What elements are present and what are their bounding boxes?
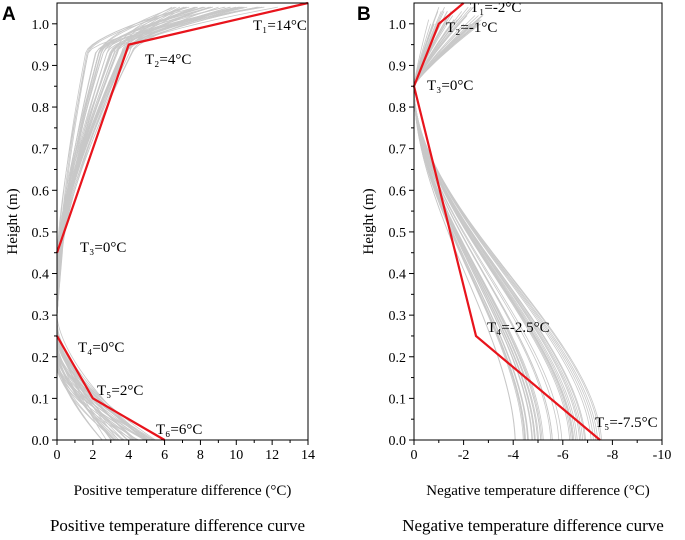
- measured-curve: [56, 6, 225, 316]
- annotation-label: T₃=0°C: [80, 240, 126, 256]
- y-tick-label: 0.4: [32, 268, 50, 283]
- measured-curve: [56, 333, 137, 441]
- measured-curve: [56, 367, 139, 441]
- measured-curve: [413, 6, 536, 441]
- measured-curve: [56, 6, 230, 316]
- background-curves: [56, 6, 278, 441]
- design-curve-1: [412, 2, 601, 441]
- measured-curve: [413, 11, 536, 441]
- measured-curve: [56, 6, 177, 316]
- measured-curve: [413, 11, 573, 441]
- y-tick-label: 0.2: [389, 351, 407, 366]
- measured-curve: [413, 6, 533, 441]
- y-tick-label: 0.9: [389, 59, 407, 74]
- measured-curve: [56, 342, 113, 441]
- annotation-label: T₁=-2°C: [470, 0, 521, 16]
- x-tick-label: 6: [161, 448, 168, 463]
- y-tick-label: 0.6: [389, 184, 407, 199]
- x-tick-label: 10: [229, 448, 243, 463]
- x-tick-label: -6: [557, 448, 569, 463]
- y-tick-label: 0.0: [389, 434, 407, 449]
- y-tick-label: 0.6: [32, 184, 50, 199]
- x-axis-label: Positive temperature difference (°C): [74, 483, 292, 499]
- panel-caption: Negative temperature difference curve: [402, 516, 664, 535]
- annotation-label: T₅=-7.5°C: [595, 415, 658, 431]
- y-tick-label: 0.8: [32, 101, 50, 116]
- measured-curve: [56, 367, 116, 441]
- panel-a-chart: 0 2 4 6 8 10 12 14 0.0 0.1 0.2 0.3 0.4 0.5 0.6 0.7 0.8 0.…: [2, 1, 315, 535]
- x-tick-label: -4: [507, 448, 519, 463]
- x-tick-label: -8: [607, 448, 619, 463]
- design-curve-2: [56, 335, 166, 441]
- annotation-label: T₄=0°C: [78, 340, 124, 356]
- y-tick-label: 0.1: [32, 392, 50, 407]
- x-tick-label: 0: [411, 448, 418, 463]
- measured-curve: [56, 6, 210, 316]
- y-tick-label: 1.0: [389, 18, 407, 33]
- measured-curve: [413, 11, 597, 441]
- y-tick-label: 0.2: [32, 351, 50, 366]
- y-tick-label: 0.0: [32, 434, 50, 449]
- x-tick-label: 2: [89, 448, 96, 463]
- x-tick-label: 8: [197, 448, 204, 463]
- y-axis-label: Height (m): [5, 188, 21, 254]
- annotation-label: T₃=0°C: [427, 78, 473, 94]
- measured-curve: [56, 342, 128, 441]
- y-tick-label: 0.1: [389, 392, 407, 407]
- measured-curve: [413, 11, 575, 441]
- measured-curve: [56, 356, 138, 441]
- annotation-label: T₂=4°C: [145, 52, 191, 68]
- y-tick-label: 0.5: [32, 226, 50, 241]
- panel-b-chart: 0 -2 -4 -6 -8 -10 0.0 0.1 0.2 0.3 0.4 0.5 0.6 0.7 0.8 0…: [357, 0, 671, 535]
- annotation-label: T₅=2°C: [97, 383, 143, 399]
- measured-curve: [56, 348, 116, 441]
- y-tick-label: 0.7: [32, 143, 50, 158]
- measured-curve: [56, 6, 260, 316]
- panel-caption: Positive temperature difference curve: [50, 516, 305, 535]
- y-tick-label: 1.0: [32, 18, 50, 33]
- y-tick-label: 0.8: [389, 101, 407, 116]
- measured-curve: [56, 317, 145, 441]
- measured-curve: [56, 6, 239, 316]
- measured-curve: [56, 354, 103, 441]
- y-tick-label: 0.9: [32, 59, 50, 74]
- y-tick-label: 0.5: [389, 226, 407, 241]
- measured-curve: [56, 6, 226, 316]
- annotation-label: T₂=-1°C: [446, 20, 497, 36]
- annotation-label: T₁=14°C: [253, 18, 307, 34]
- panel-letter: B: [357, 4, 371, 25]
- x-tick-label: 14: [301, 448, 315, 463]
- y-axis-label: Height (m): [361, 188, 377, 254]
- measured-curve: [56, 358, 103, 441]
- background-curves: [413, 6, 602, 441]
- y-tick-label: 0.7: [389, 143, 407, 158]
- y-tick-label: 0.4: [389, 268, 407, 283]
- y-tick-label: 0.3: [389, 309, 407, 324]
- x-tick-label: 0: [54, 448, 61, 463]
- measured-curve: [413, 7, 539, 441]
- annotation-label: T₄=-2.5°C: [487, 320, 550, 336]
- measured-curve: [413, 6, 571, 441]
- panel-letter: A: [2, 4, 16, 25]
- annotation-label: T₆=6°C: [156, 422, 202, 438]
- x-tick-label: -2: [458, 448, 470, 463]
- design-curve-1: [55, 1, 309, 254]
- x-tick-label: 12: [265, 448, 279, 463]
- measured-curve: [413, 11, 573, 441]
- x-axis-label: Negative temperature difference (°C): [426, 483, 650, 499]
- measured-curve: [413, 6, 586, 441]
- y-tick-label: 0.3: [32, 309, 50, 324]
- x-tick-label: 4: [125, 448, 132, 463]
- x-tick-label: -10: [653, 448, 672, 463]
